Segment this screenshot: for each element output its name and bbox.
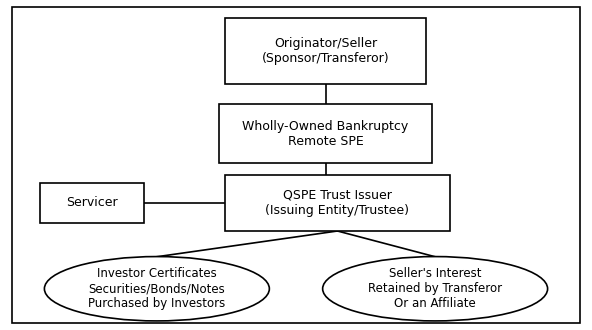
Text: Seller's Interest
Retained by Transferor
Or an Affiliate: Seller's Interest Retained by Transferor… xyxy=(368,267,502,310)
Text: QSPE Trust Issuer
(Issuing Entity/Trustee): QSPE Trust Issuer (Issuing Entity/Truste… xyxy=(265,189,410,217)
Text: Originator/Seller
(Sponsor/Transferor): Originator/Seller (Sponsor/Transferor) xyxy=(262,37,390,65)
FancyBboxPatch shape xyxy=(225,175,450,231)
Ellipse shape xyxy=(44,257,269,321)
Text: Wholly-Owned Bankruptcy
Remote SPE: Wholly-Owned Bankruptcy Remote SPE xyxy=(243,120,408,148)
FancyBboxPatch shape xyxy=(225,18,426,84)
Text: Servicer: Servicer xyxy=(66,196,118,210)
Text: Investor Certificates
Securities/Bonds/Notes
Purchased by Investors: Investor Certificates Securities/Bonds/N… xyxy=(88,267,226,310)
Ellipse shape xyxy=(323,257,548,321)
FancyBboxPatch shape xyxy=(219,104,432,163)
FancyBboxPatch shape xyxy=(40,183,144,223)
